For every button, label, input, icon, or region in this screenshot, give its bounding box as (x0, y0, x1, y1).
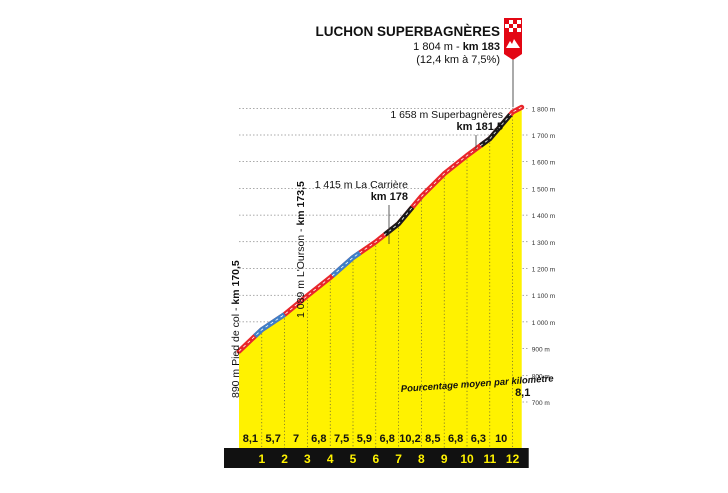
km-marker: 5 (350, 452, 357, 466)
checker-square (505, 28, 509, 32)
gradient-label: 5,9 (357, 433, 372, 445)
altitude-tick-label: 1 700 m (532, 133, 556, 140)
summit-name: LUCHON SUPERBAGNÈRES (315, 24, 500, 39)
summit-climb-stats: (12,4 km à 7,5%) (416, 54, 500, 66)
superbagneres-altitude: 1 658 m Superbagnères (390, 109, 503, 121)
altitude-tick-label: 1 600 m (532, 160, 556, 167)
km-verticals (261, 116, 513, 448)
km-band (224, 448, 529, 468)
checker-square (505, 20, 509, 24)
summit-altitude: 1 804 m - (413, 41, 463, 53)
km-marker: 8 (418, 452, 425, 466)
altitude-tick-label: 1 300 m (532, 240, 556, 247)
checker-square (513, 24, 517, 28)
gradient-label: 7,5 (334, 433, 349, 445)
checkered-flag-icon (505, 20, 521, 32)
superbagneres-km: km 181,5 (457, 121, 503, 133)
altitude-tick-label: 1 500 m (532, 186, 556, 193)
checker-square (513, 20, 517, 24)
checker-square (505, 24, 509, 28)
pied-de-col-km: km 170,5 (230, 260, 242, 305)
km-marker: 6 (372, 452, 379, 466)
km-markers: 1 2 3 4 5 6 7 8 9 10 11 12 (258, 452, 519, 466)
summit-km: km 183 (463, 41, 500, 53)
altitude-tick-label: 1 200 m (532, 267, 556, 274)
checker-square (513, 28, 517, 32)
checker-square (517, 20, 521, 24)
gradient-label: 6,3 (471, 433, 486, 445)
km-marker: 2 (281, 452, 288, 466)
altitude-tick-label: 700 m (532, 400, 550, 407)
altitude-tick-label: 800 m (532, 373, 550, 380)
altitude-tick-label: 1 400 m (532, 213, 556, 220)
km-marker: 1 (258, 452, 265, 466)
lourson-altitude: 1 089 m L'Ourson - (295, 226, 307, 318)
checker-square (517, 24, 521, 28)
gradient-label: 8,1 (243, 433, 258, 445)
altitude-tick-label: 1 800 m (532, 106, 556, 113)
road-centre-line (238, 106, 522, 352)
lourson-label: 1 089 m L'Ourson - km 173,5 (295, 181, 307, 318)
gradient-label: 7 (293, 433, 299, 445)
pied-de-col-label: 890 m Pied de col - km 170,5 (230, 260, 242, 398)
gradient-label: 6,8 (380, 433, 395, 445)
km-marker: 9 (441, 452, 448, 466)
gradient-label: 6,8 (448, 433, 463, 445)
mountain-icon (506, 39, 520, 48)
altitude-tick-label: 1 000 m (532, 320, 556, 327)
altitude-axis: 700 m 800 m 900 m 1 000 m 1 100 m 1 200 m 1 30… (532, 106, 556, 407)
altitude-tick-label: 1 100 m (532, 293, 556, 300)
pied-de-col-altitude: 890 m Pied de col - (230, 305, 242, 398)
gradient-label: 8,1 (515, 387, 530, 399)
road-profile (236, 104, 525, 354)
gradient-label: 10 (495, 433, 507, 445)
lourson-km: km 173,5 (295, 181, 307, 226)
km-marker: 7 (395, 452, 402, 466)
summit-altitude-line: 1 804 m - km 183 (413, 41, 500, 53)
checker-square (509, 20, 513, 24)
checker-square (517, 28, 521, 32)
road-section-blue (330, 250, 362, 278)
gradient-labels: 8,1 5,7 7 6,8 7,5 5,9 6,8 10,2 8,5 6,8 6,3 10 8,1 (243, 387, 531, 445)
km-marker: 10 (460, 452, 474, 466)
km-marker: 12 (506, 452, 520, 466)
altitude-tick-label: 900 m (532, 347, 550, 354)
gradient-label: 5,7 (266, 433, 281, 445)
checker-square (509, 28, 513, 32)
profile-area (239, 107, 522, 449)
km-marker: 3 (304, 452, 311, 466)
checker-square (509, 24, 513, 28)
summit-flag (504, 18, 522, 108)
gradient-label: 10,2 (399, 433, 420, 445)
carriere-altitude: 1 415 m La Carrière (315, 179, 409, 191)
gradient-label: 8,5 (425, 433, 440, 445)
gradient-label: 6,8 (311, 433, 326, 445)
km-marker: 11 (483, 452, 496, 466)
carriere-km: km 178 (371, 191, 408, 203)
km-marker: 4 (327, 452, 334, 466)
